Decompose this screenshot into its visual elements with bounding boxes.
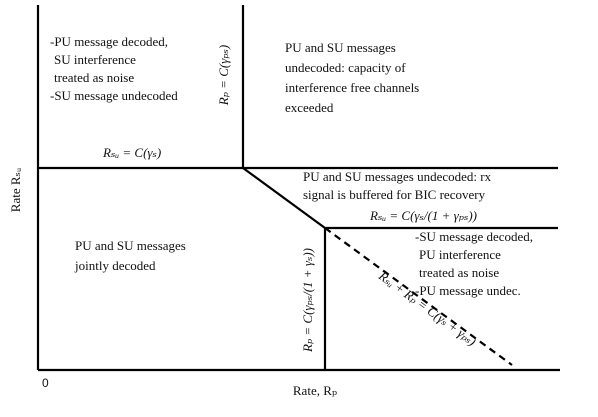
region-text: undecoded: capacity of <box>285 60 406 75</box>
boundary-label: Rₚ = C(γₚₛ/(1 + γₛ)) <box>300 248 315 353</box>
region-text: interference free channels <box>285 80 419 95</box>
sum-rate-boundary <box>324 227 513 366</box>
region-text: -SU message undecoded <box>50 88 178 103</box>
region-text: treated as noise <box>419 265 499 280</box>
region-text: PU and SU messages <box>285 40 396 55</box>
region-text: SU interference <box>54 52 136 67</box>
boundary-label: Rₛᵤ = C(γₛ) <box>102 145 161 160</box>
origin-label: 0 <box>42 376 49 390</box>
region-text: treated as noise <box>54 70 134 85</box>
region-text: exceeded <box>285 100 334 115</box>
x-axis-label: Rate, Rₚ <box>293 383 337 398</box>
region-text: -PU message decoded, <box>50 34 168 49</box>
boundary <box>242 167 326 229</box>
region-text: signal is buffered for BIC recovery <box>303 187 486 202</box>
boundary-label: Rₛᵤ = C(γₛ/(1 + γₚₛ)) <box>369 208 477 223</box>
region-text: jointly decoded <box>74 258 156 273</box>
region-text: PU interference <box>419 247 501 262</box>
region-text: PU and SU messages undecoded: rx <box>303 169 492 184</box>
boundary-label: Rₚ = C(γₚₛ) <box>216 45 231 106</box>
region-text: -PU message undec. <box>415 283 521 298</box>
region-text: PU and SU messages <box>75 238 186 253</box>
y-axis-label: Rate Rₛᵤ <box>8 168 23 212</box>
region-text: -SU message decoded, <box>415 229 533 244</box>
